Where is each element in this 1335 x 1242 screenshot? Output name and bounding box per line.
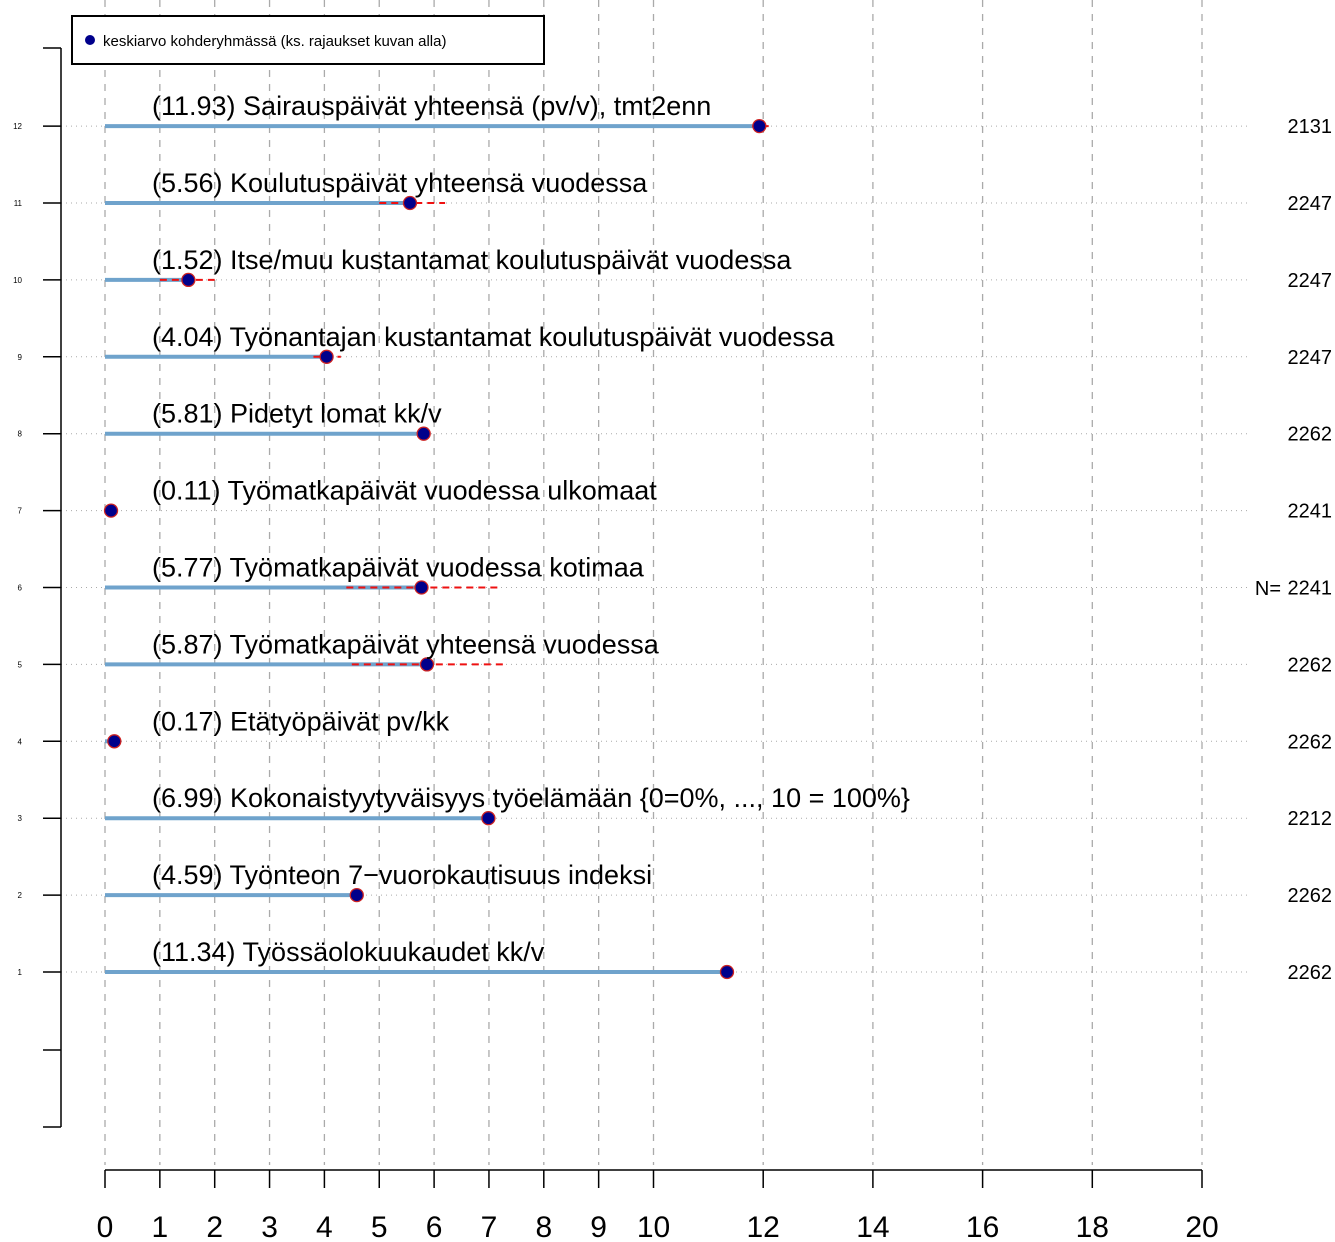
mean-dot: [402, 195, 418, 211]
mean-dot: [414, 580, 429, 595]
y-tick-label: 2: [18, 891, 23, 900]
legend: keskiarvo kohderyhmässä (ks. rajaukset k…: [71, 15, 545, 65]
x-tick-label: 18: [1076, 1211, 1109, 1242]
legend-marker: [85, 35, 95, 45]
chart-marks: (11.93) Sairauspäivät yhteensä (pv/v), t…: [103, 91, 1333, 984]
x-tick-label: 7: [481, 1211, 498, 1242]
item-label: (4.59) Työnteon 7−vuorokautisuus indeksi: [152, 860, 652, 890]
legend-box: [71, 15, 545, 65]
x-tick-label: 14: [856, 1211, 889, 1242]
x-tick-label: 5: [371, 1211, 388, 1242]
mean-dot: [319, 349, 334, 364]
n-value: 2241: [1288, 578, 1333, 600]
n-value: 2247: [1288, 193, 1333, 215]
legend-label: keskiarvo kohderyhmässä (ks. rajaukset k…: [103, 33, 446, 50]
y-tick-label: 3: [18, 814, 23, 823]
x-tick-label: 6: [426, 1211, 443, 1242]
x-tick-label: 4: [316, 1211, 333, 1242]
n-label: N=: [1255, 578, 1281, 600]
y-tick-label: 8: [18, 430, 23, 439]
x-tick-label: 0: [97, 1211, 114, 1242]
x-tick-label: 9: [590, 1211, 607, 1242]
item-label: (5.77) Työmatkapäivät vuodessa kotimaa: [152, 553, 645, 583]
y-tick-label: 4: [18, 737, 23, 746]
x-tick-label: 16: [966, 1211, 999, 1242]
n-value: 2262: [1288, 962, 1333, 984]
mean-dot: [752, 118, 767, 134]
y-tick-label: 1: [18, 968, 23, 977]
x-tick-label: 3: [261, 1211, 278, 1242]
mean-dot: [419, 657, 435, 672]
item-label: (5.81) Pidetyt lomat kk/v: [152, 399, 442, 429]
y-tick-label: 9: [18, 353, 23, 362]
n-value: 2262: [1288, 654, 1333, 676]
n-value: 2241: [1288, 501, 1333, 523]
n-value: 2262: [1288, 424, 1333, 446]
y-tick-label: 5: [18, 660, 23, 669]
x-tick-label: 1: [152, 1211, 169, 1242]
mean-dot: [719, 964, 735, 980]
x-tick-label: 12: [747, 1211, 780, 1242]
mean-dot: [481, 811, 496, 826]
x-tick-label: 10: [637, 1211, 670, 1242]
y-tick-label: 12: [13, 122, 22, 131]
y-tick-label: 6: [18, 584, 23, 593]
y-tick-label: 11: [14, 199, 23, 208]
x-tick-label: 2: [206, 1211, 223, 1242]
n-value: 2247: [1288, 347, 1333, 369]
item-label: (11.93) Sairauspäivät yhteensä (pv/v), t…: [152, 91, 711, 121]
mean-dot: [416, 426, 431, 441]
n-value: 2262: [1288, 731, 1333, 753]
item-label: (11.34) Työssäolokuukaudet kk/v: [152, 937, 545, 967]
mean-dot: [349, 887, 364, 903]
item-label: (4.04) Työnantajan kustantamat koulutusp…: [152, 322, 835, 352]
n-value: 2262: [1288, 885, 1333, 907]
n-value: 2212: [1288, 808, 1333, 830]
item-label: (0.17) Etätyöpäivät pv/kk: [152, 706, 450, 736]
n-value: 2131: [1288, 116, 1333, 138]
item-label: (0.11) Työmatkapäivät vuodessa ulkomaat: [152, 476, 657, 506]
x-tick-label: 8: [535, 1211, 552, 1242]
item-label: (5.56) Koulutuspäivät yhteensä vuodessa: [152, 168, 648, 198]
item-label: (5.87) Työmatkapäivät yhteensä vuodessa: [152, 629, 660, 659]
mean-dot: [107, 734, 122, 749]
item-label: (1.52) Itse/muu kustantamat koulutuspäiv…: [152, 245, 792, 275]
mean-dot: [181, 272, 196, 288]
item-label: (6.99) Kokonaistyytyväisyys työelämään {…: [152, 783, 910, 813]
mean-dot: [103, 503, 119, 518]
n-value: 2247: [1288, 270, 1333, 292]
y-tick-label: 7: [18, 507, 23, 516]
y-tick-label: 10: [13, 276, 22, 285]
x-tick-label: 20: [1185, 1211, 1218, 1242]
